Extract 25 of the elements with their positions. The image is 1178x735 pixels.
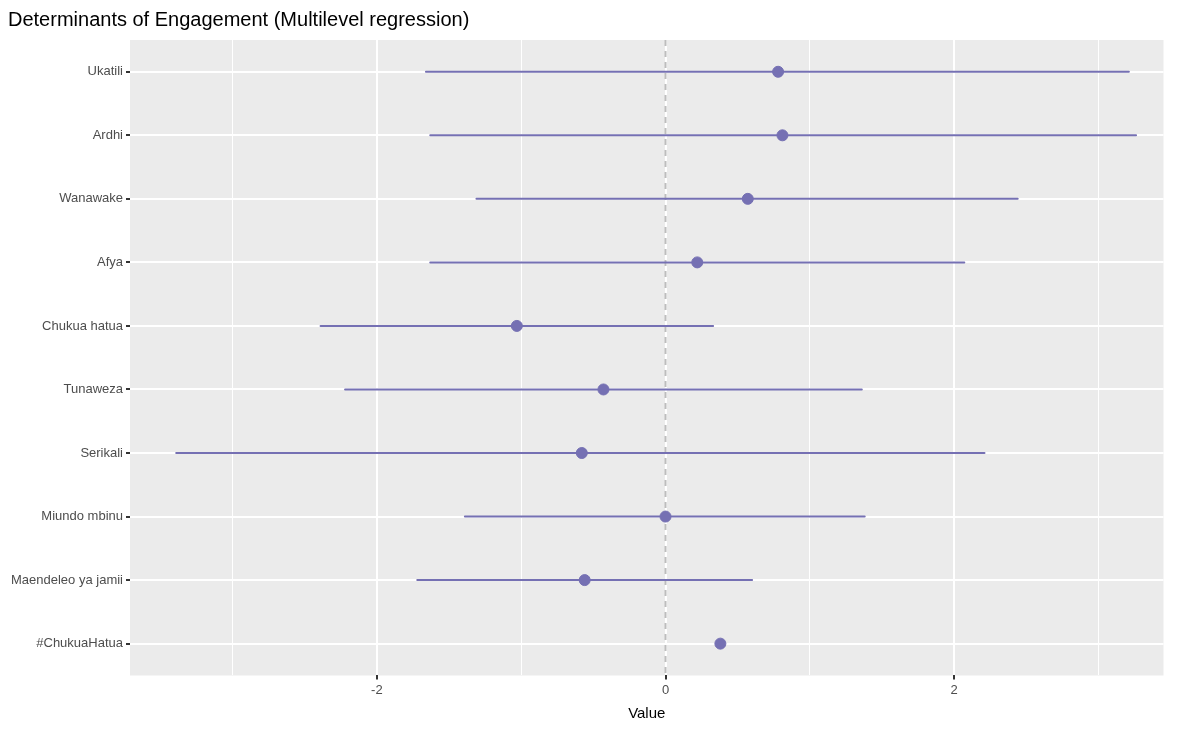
point: [659, 510, 672, 523]
y-tick-label: Serikali: [80, 444, 124, 460]
point: [575, 447, 588, 460]
y-tick-label: Miundo mbinu: [41, 508, 123, 524]
point: [741, 192, 754, 205]
x-tick-label: 2: [950, 681, 958, 697]
y-tick-label: Ardhi: [92, 126, 124, 142]
point: [772, 65, 785, 78]
point: [714, 637, 727, 650]
y-tick-label: Ukatili: [87, 63, 124, 79]
x-tick-label: 0: [661, 681, 670, 697]
x-tick-label: -2: [371, 681, 383, 697]
y-tick-label: Tunaweza: [63, 381, 124, 397]
point: [776, 129, 789, 142]
point: [597, 383, 610, 396]
y-tick-label: #ChukuaHatua: [36, 635, 124, 651]
y-tick-label: Afya: [96, 253, 124, 269]
y-tick-label: Maendeleo ya jamii: [10, 571, 124, 587]
chart-title: Determinants of Engagement (Multilevel regression): [8, 7, 470, 30]
point: [578, 574, 591, 587]
y-tick-label: Wanawake: [59, 190, 123, 206]
x-axis-title: Value: [628, 704, 666, 722]
point: [691, 256, 704, 269]
point: [510, 319, 523, 332]
y-tick-label: Chukua hatua: [42, 317, 124, 333]
